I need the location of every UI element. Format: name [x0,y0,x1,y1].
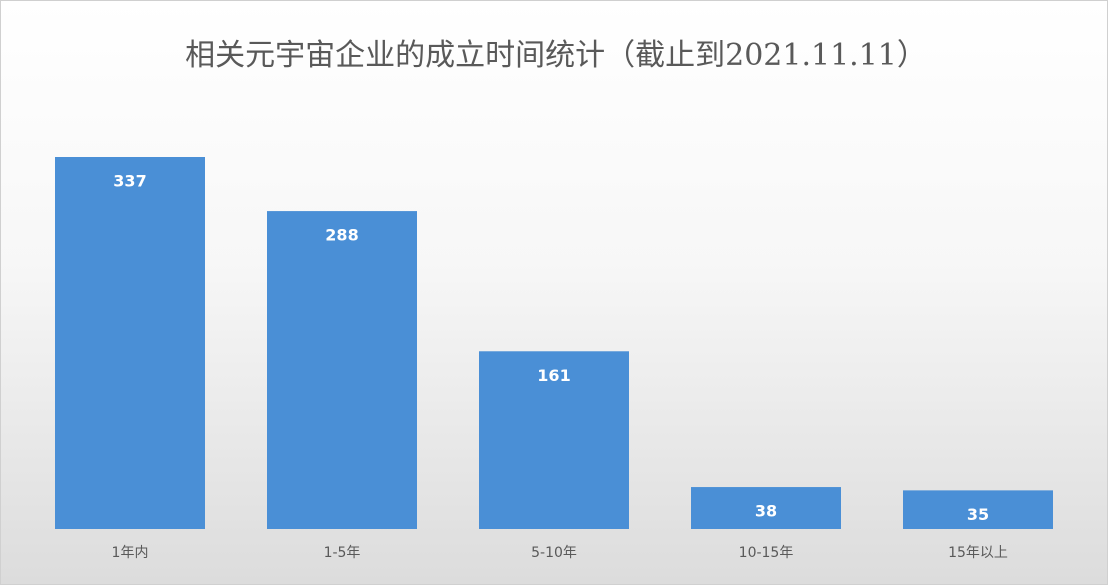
value-label: 337 [113,172,146,191]
x-tick-label: 15年以上 [948,545,1008,561]
bar [267,211,417,529]
bar [903,490,1053,529]
x-tick-label: 1年内 [112,545,149,561]
chart-title: 相关元宇宙企业的成立时间统计（截止到2021.11.11） [185,38,927,73]
value-label: 38 [755,502,777,521]
value-label: 288 [325,226,358,245]
value-label: 35 [967,505,989,524]
x-tick-label: 5-10年 [531,545,577,561]
x-tick-label: 1-5年 [324,545,361,561]
x-tick-label: 10-15年 [739,545,794,561]
bar [479,351,629,529]
bar [55,157,205,529]
value-label: 161 [537,366,570,385]
bar [691,487,841,529]
